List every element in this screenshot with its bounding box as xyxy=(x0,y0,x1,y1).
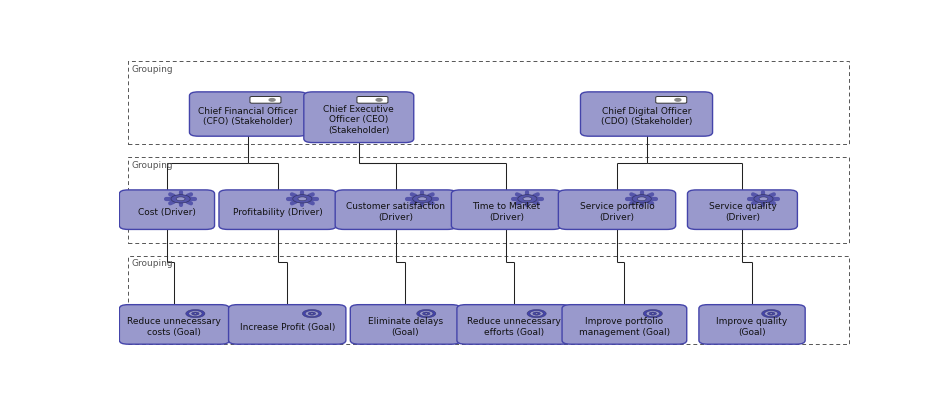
Circle shape xyxy=(759,197,768,201)
Text: Service quality
(Driver): Service quality (Driver) xyxy=(708,202,777,222)
Circle shape xyxy=(194,313,197,314)
Circle shape xyxy=(423,312,430,316)
Text: Chief Digital Officer
(CDO) (Stakeholder): Chief Digital Officer (CDO) (Stakeholder… xyxy=(601,107,692,126)
FancyBboxPatch shape xyxy=(656,97,686,104)
FancyBboxPatch shape xyxy=(335,190,456,230)
FancyBboxPatch shape xyxy=(559,190,676,230)
Circle shape xyxy=(176,197,185,201)
Text: Increase Profit (Goal): Increase Profit (Goal) xyxy=(240,322,335,331)
Circle shape xyxy=(171,195,190,204)
Text: Eliminate delays
(Goal): Eliminate delays (Goal) xyxy=(367,316,443,336)
Circle shape xyxy=(764,311,778,317)
Circle shape xyxy=(518,195,537,204)
Circle shape xyxy=(188,311,202,317)
Circle shape xyxy=(530,311,544,317)
Circle shape xyxy=(420,311,433,317)
Circle shape xyxy=(425,313,427,314)
Circle shape xyxy=(293,195,312,204)
Circle shape xyxy=(418,197,426,201)
Circle shape xyxy=(186,310,205,318)
FancyBboxPatch shape xyxy=(219,190,336,230)
Circle shape xyxy=(527,310,546,318)
Circle shape xyxy=(649,312,657,316)
Circle shape xyxy=(310,313,313,314)
Circle shape xyxy=(646,311,660,317)
Circle shape xyxy=(770,313,773,314)
Text: Grouping: Grouping xyxy=(131,65,173,74)
Text: Reduce unnecessary
costs (Goal): Reduce unnecessary costs (Goal) xyxy=(128,316,221,336)
FancyBboxPatch shape xyxy=(119,190,214,230)
FancyBboxPatch shape xyxy=(562,305,686,344)
Text: Profitability (Driver): Profitability (Driver) xyxy=(232,207,323,216)
FancyBboxPatch shape xyxy=(250,97,281,104)
Text: Grouping: Grouping xyxy=(131,160,173,169)
Circle shape xyxy=(523,197,532,201)
Circle shape xyxy=(308,312,316,316)
Circle shape xyxy=(417,310,436,318)
Text: Chief Executive
Officer (CEO)
(Stakeholder): Chief Executive Officer (CEO) (Stakehold… xyxy=(324,104,394,135)
Circle shape xyxy=(533,312,541,316)
Circle shape xyxy=(754,195,773,204)
FancyBboxPatch shape xyxy=(189,93,307,137)
Circle shape xyxy=(298,197,307,201)
FancyBboxPatch shape xyxy=(451,190,562,230)
FancyBboxPatch shape xyxy=(581,93,712,137)
Text: Reduce unnecessary
efforts (Goal): Reduce unnecessary efforts (Goal) xyxy=(466,316,561,336)
Text: Improve quality
(Goal): Improve quality (Goal) xyxy=(717,316,787,336)
FancyBboxPatch shape xyxy=(350,305,460,344)
FancyBboxPatch shape xyxy=(687,190,798,230)
Circle shape xyxy=(637,197,646,201)
FancyBboxPatch shape xyxy=(304,93,414,143)
Text: Time to Market
(Driver): Time to Market (Driver) xyxy=(472,202,541,222)
Circle shape xyxy=(632,195,651,204)
Circle shape xyxy=(191,312,199,316)
FancyBboxPatch shape xyxy=(357,97,387,104)
Circle shape xyxy=(303,310,322,318)
Circle shape xyxy=(269,100,275,102)
Circle shape xyxy=(306,311,319,317)
Circle shape xyxy=(412,195,432,204)
Circle shape xyxy=(644,310,663,318)
FancyBboxPatch shape xyxy=(119,305,229,344)
Circle shape xyxy=(535,313,538,314)
Text: Service portfolio
(Driver): Service portfolio (Driver) xyxy=(580,202,654,222)
Text: Chief Financial Officer
(CFO) (Stakeholder): Chief Financial Officer (CFO) (Stakehold… xyxy=(198,107,298,126)
FancyBboxPatch shape xyxy=(457,305,570,344)
FancyBboxPatch shape xyxy=(699,305,805,344)
Circle shape xyxy=(376,100,382,102)
Text: Customer satisfaction
(Driver): Customer satisfaction (Driver) xyxy=(347,202,446,222)
FancyBboxPatch shape xyxy=(228,305,346,344)
Circle shape xyxy=(767,312,775,316)
Circle shape xyxy=(651,313,654,314)
Text: Improve portfolio
management (Goal): Improve portfolio management (Goal) xyxy=(579,316,670,336)
Circle shape xyxy=(675,100,681,102)
Text: Cost (Driver): Cost (Driver) xyxy=(138,207,196,216)
Text: Grouping: Grouping xyxy=(131,259,173,268)
Circle shape xyxy=(762,310,781,318)
